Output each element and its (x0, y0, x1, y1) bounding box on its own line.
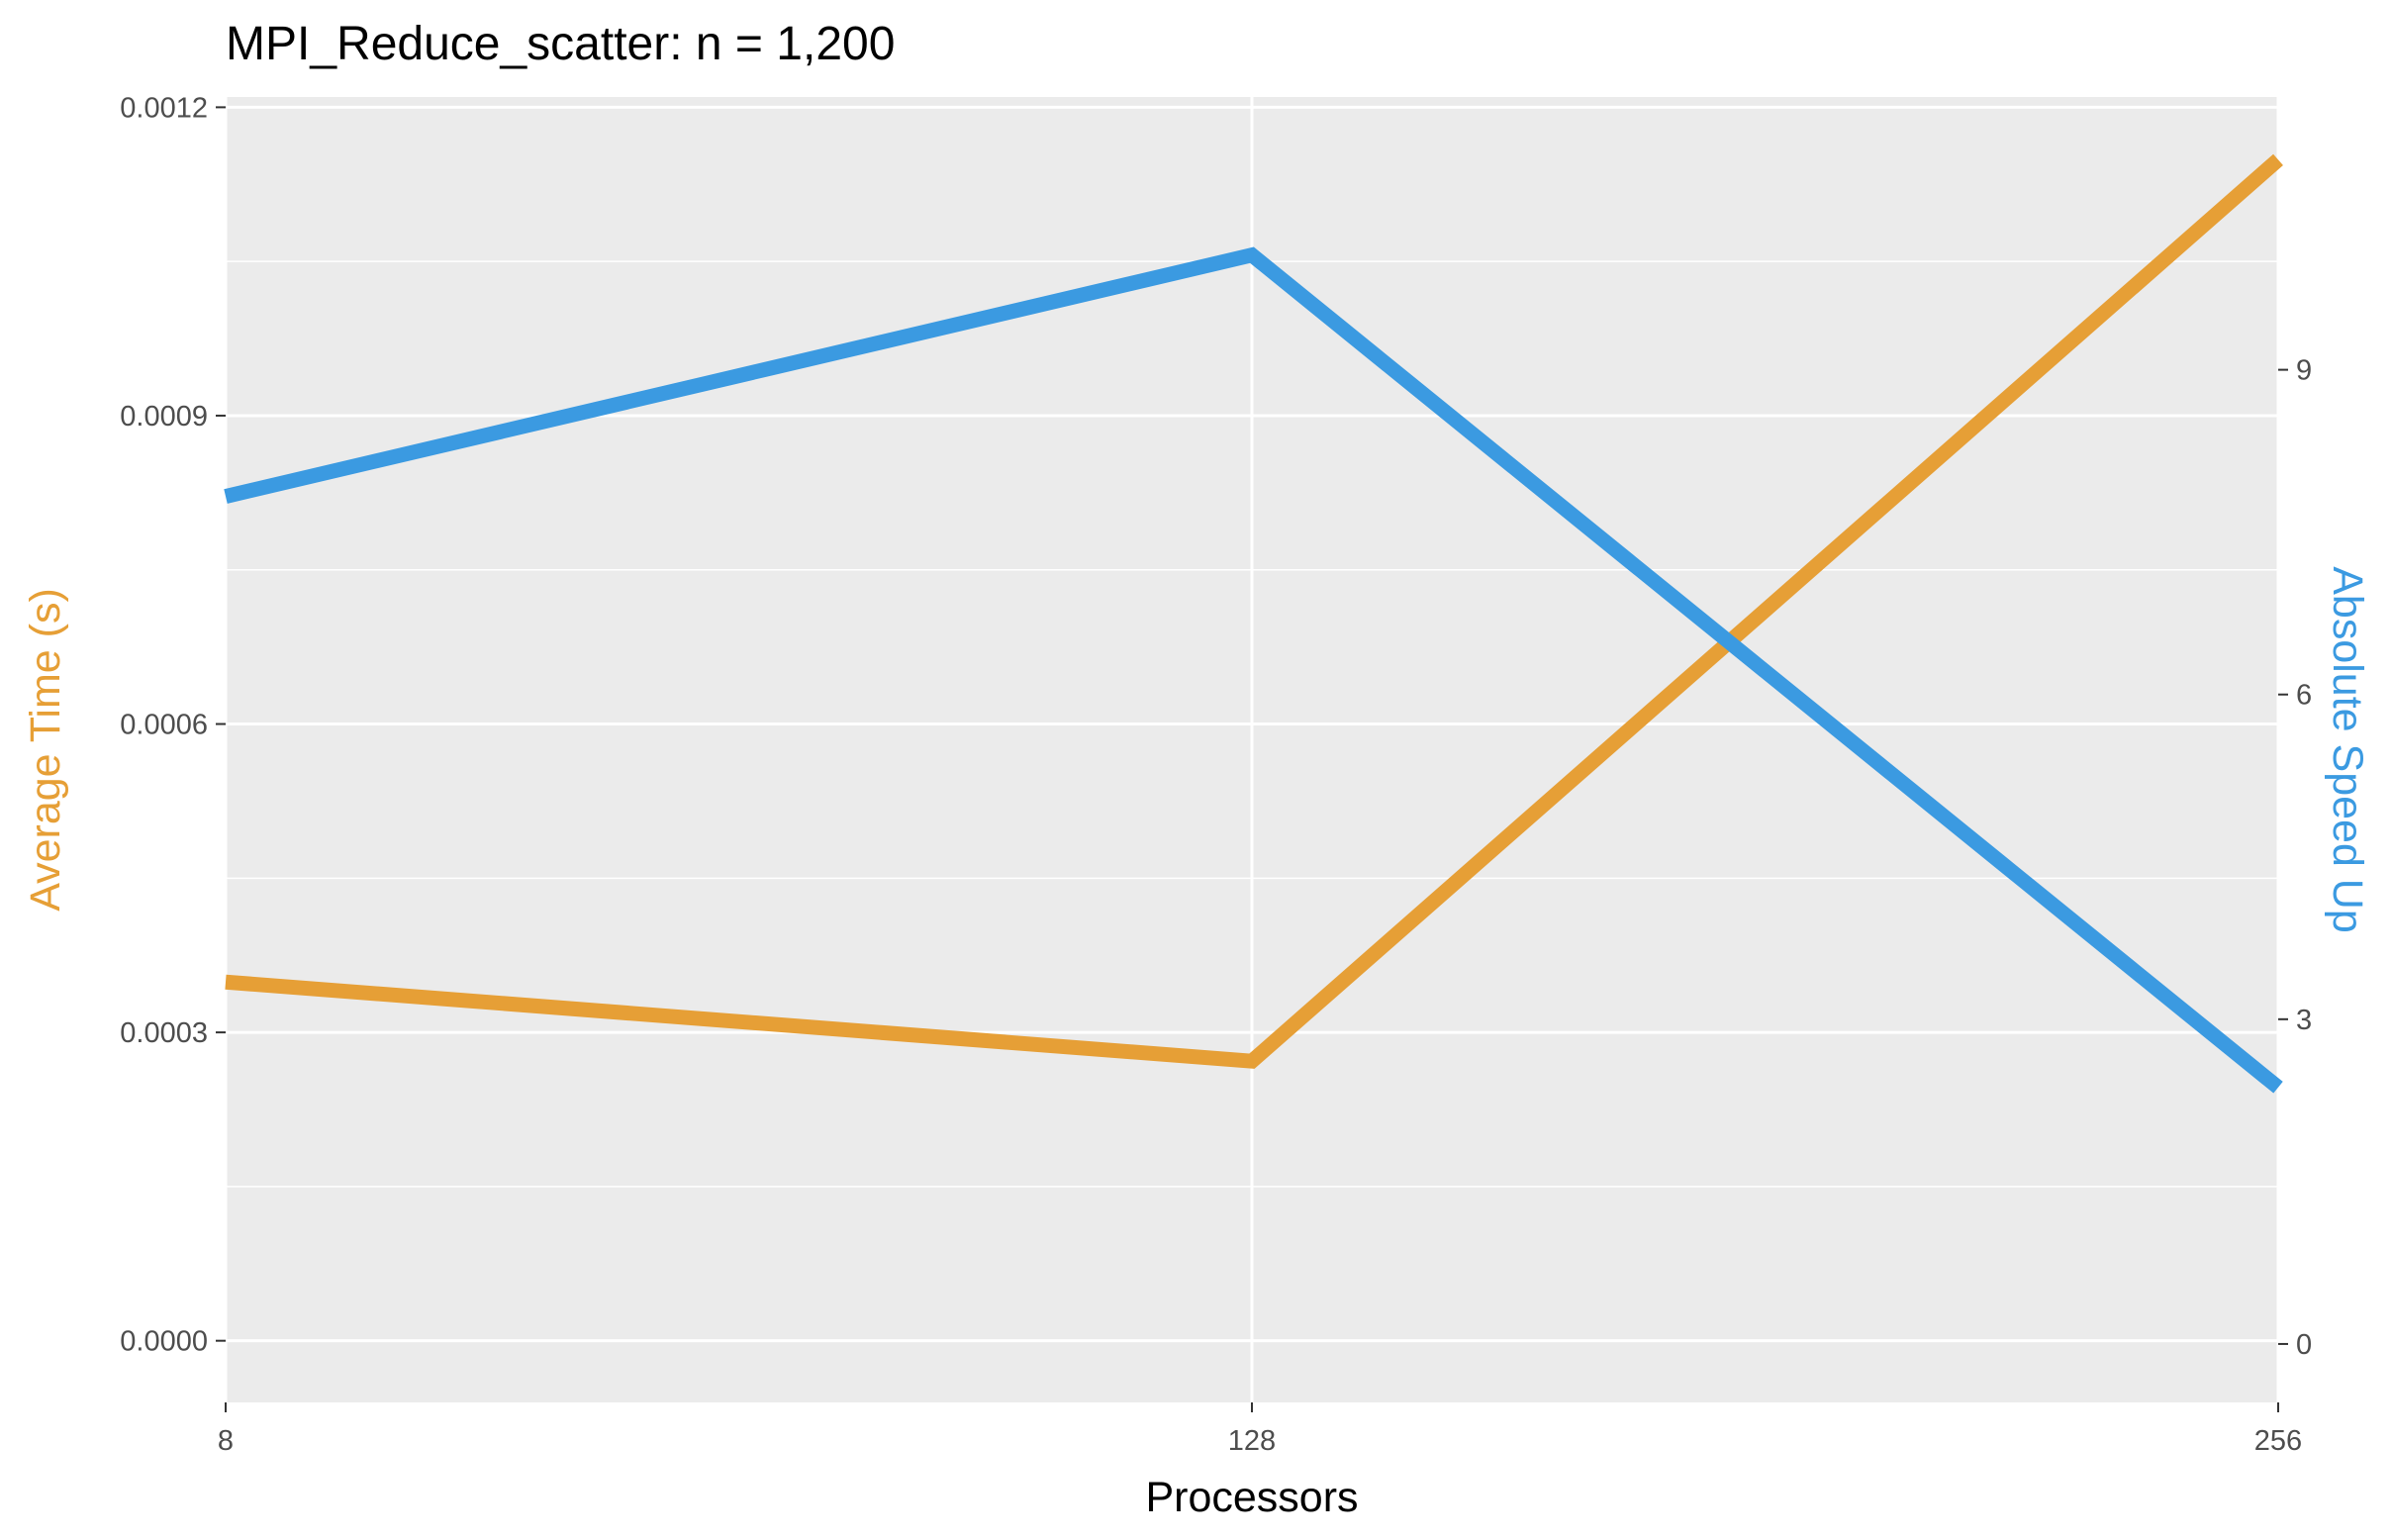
y-left-tick-label: 0.0000 (120, 1326, 208, 1358)
y-right-axis-title: Absolute Speed Up (2324, 566, 2371, 933)
series-line-speed-up (224, 246, 2283, 1094)
y-right-tick-label: 9 (2296, 355, 2312, 387)
bottom-axis: 8 128 256 (218, 1402, 2302, 1457)
y-left-tick-label: 0.0009 (120, 401, 208, 433)
y-right-tick-label: 3 (2296, 1005, 2312, 1036)
y-right-tick-label: 6 (2296, 680, 2312, 712)
x-axis-title: Processors (1145, 1474, 1358, 1521)
series-layer (224, 153, 2283, 1094)
y-left-tick-label: 0.0012 (120, 92, 208, 124)
left-axis: 0.0000 0.0003 0.0006 0.0009 0.0012 (120, 92, 226, 1358)
right-axis: 0 3 6 9 (2278, 355, 2312, 1361)
y-left-axis-title: Average Time (s) (22, 588, 69, 912)
x-tick-label: 256 (2254, 1425, 2302, 1457)
x-tick-label: 128 (1228, 1425, 1276, 1457)
y-left-tick-label: 0.0006 (120, 710, 208, 741)
y-left-tick-label: 0.0003 (120, 1017, 208, 1049)
y-right-tick-label: 0 (2296, 1329, 2312, 1361)
x-tick-label: 8 (218, 1425, 234, 1457)
series-line-average-time (225, 153, 2283, 1069)
chart-title: MPI_Reduce_scatter: n = 1,200 (226, 18, 895, 70)
